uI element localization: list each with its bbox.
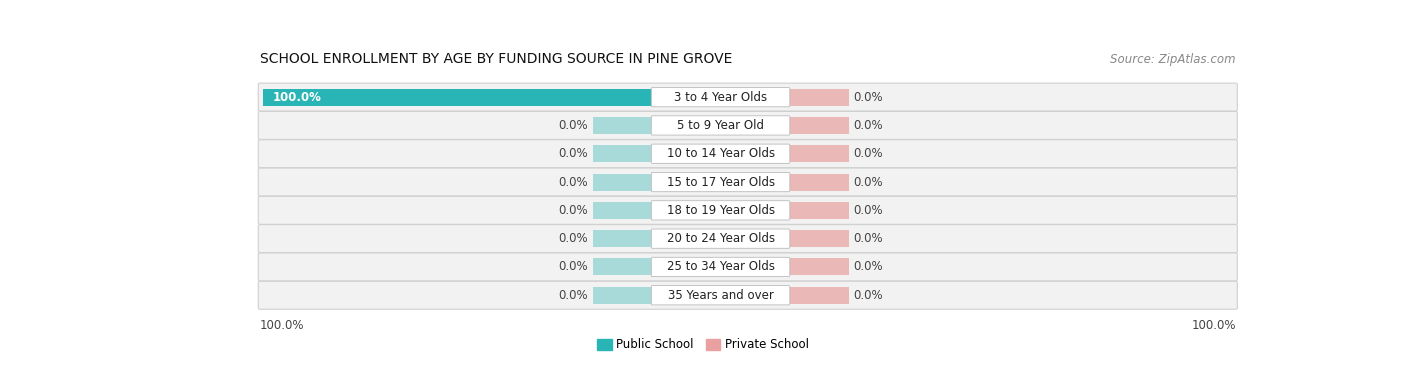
FancyBboxPatch shape — [259, 83, 1237, 111]
Text: 0.0%: 0.0% — [853, 289, 883, 302]
Text: 0.0%: 0.0% — [558, 261, 588, 273]
FancyBboxPatch shape — [259, 196, 1237, 224]
Bar — [789, 259, 849, 276]
FancyBboxPatch shape — [259, 225, 1237, 253]
Text: 0.0%: 0.0% — [853, 204, 883, 217]
Bar — [789, 89, 849, 106]
Text: 0.0%: 0.0% — [558, 204, 588, 217]
Bar — [592, 173, 652, 190]
FancyBboxPatch shape — [651, 144, 790, 163]
FancyBboxPatch shape — [651, 116, 790, 135]
Text: 0.0%: 0.0% — [558, 176, 588, 188]
Bar — [789, 173, 849, 190]
FancyBboxPatch shape — [259, 168, 1237, 196]
Text: 0.0%: 0.0% — [853, 261, 883, 273]
Text: 100.0%: 100.0% — [1191, 319, 1236, 332]
FancyBboxPatch shape — [259, 112, 1237, 139]
FancyBboxPatch shape — [259, 253, 1237, 281]
Bar — [592, 230, 652, 247]
FancyBboxPatch shape — [651, 201, 790, 220]
Text: 100.0%: 100.0% — [273, 90, 321, 104]
Text: 0.0%: 0.0% — [558, 289, 588, 302]
Text: 20 to 24 Year Olds: 20 to 24 Year Olds — [666, 232, 775, 245]
FancyBboxPatch shape — [651, 87, 790, 107]
Text: 0.0%: 0.0% — [853, 176, 883, 188]
Legend: Public School, Private School: Public School, Private School — [593, 334, 813, 356]
Text: 15 to 17 Year Olds: 15 to 17 Year Olds — [666, 176, 775, 188]
Bar — [789, 117, 849, 134]
Text: 0.0%: 0.0% — [558, 232, 588, 245]
FancyBboxPatch shape — [651, 286, 790, 305]
Text: 35 Years and over: 35 Years and over — [668, 289, 773, 302]
Bar — [789, 202, 849, 219]
Text: 0.0%: 0.0% — [558, 119, 588, 132]
Bar — [592, 145, 652, 162]
Text: 25 to 34 Year Olds: 25 to 34 Year Olds — [666, 261, 775, 273]
FancyBboxPatch shape — [259, 281, 1237, 309]
Text: 100.0%: 100.0% — [260, 319, 304, 332]
Text: 0.0%: 0.0% — [853, 119, 883, 132]
Bar — [789, 230, 849, 247]
FancyBboxPatch shape — [651, 229, 790, 248]
Bar — [789, 145, 849, 162]
Bar — [263, 89, 652, 106]
Text: Source: ZipAtlas.com: Source: ZipAtlas.com — [1111, 52, 1236, 66]
Bar — [789, 287, 849, 304]
Text: 18 to 19 Year Olds: 18 to 19 Year Olds — [666, 204, 775, 217]
Text: 0.0%: 0.0% — [558, 147, 588, 160]
Text: 5 to 9 Year Old: 5 to 9 Year Old — [678, 119, 763, 132]
FancyBboxPatch shape — [651, 172, 790, 192]
Text: SCHOOL ENROLLMENT BY AGE BY FUNDING SOURCE IN PINE GROVE: SCHOOL ENROLLMENT BY AGE BY FUNDING SOUR… — [260, 52, 733, 66]
FancyBboxPatch shape — [259, 140, 1237, 168]
Bar — [592, 117, 652, 134]
Bar — [592, 202, 652, 219]
Text: 0.0%: 0.0% — [853, 232, 883, 245]
FancyBboxPatch shape — [651, 257, 790, 277]
Bar — [592, 287, 652, 304]
Text: 0.0%: 0.0% — [853, 90, 883, 104]
Bar — [592, 259, 652, 276]
Text: 3 to 4 Year Olds: 3 to 4 Year Olds — [673, 90, 768, 104]
Text: 10 to 14 Year Olds: 10 to 14 Year Olds — [666, 147, 775, 160]
Text: 0.0%: 0.0% — [853, 147, 883, 160]
